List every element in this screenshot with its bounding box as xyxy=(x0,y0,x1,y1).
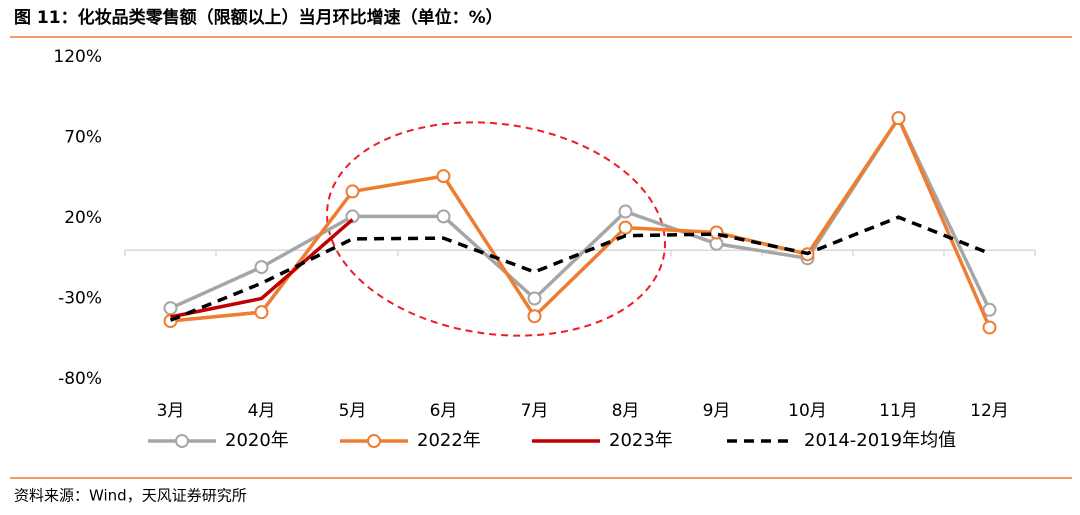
x-tick-label: 8月 xyxy=(612,401,640,421)
x-tick-label: 10月 xyxy=(788,401,827,421)
point-marker xyxy=(345,184,360,199)
x-tick-label: 5月 xyxy=(339,401,367,421)
legend-marker xyxy=(367,434,381,448)
series-line xyxy=(170,218,354,319)
legend-marker xyxy=(175,434,189,448)
highlight-ellipse xyxy=(326,121,666,337)
legend-label: 2020年 xyxy=(225,430,289,451)
point-marker xyxy=(436,169,451,184)
y-tick-label: 20% xyxy=(64,208,102,228)
point-marker xyxy=(891,111,906,126)
x-tick-label: 12月 xyxy=(970,401,1009,421)
x-tick-label: 9月 xyxy=(703,401,731,421)
legend-label: 2023年 xyxy=(609,430,673,451)
series-line xyxy=(169,215,991,322)
y-tick-label: 70% xyxy=(64,128,102,148)
legend-label: 2014-2019年均值 xyxy=(804,430,956,451)
point-marker xyxy=(527,291,542,306)
chart-title: 图 11：化妆品类零售额（限额以上）当月环比增速（单位：%） xyxy=(14,7,503,28)
y-tick-label: -80% xyxy=(58,369,102,389)
series-line xyxy=(170,114,992,329)
x-tick-label: 7月 xyxy=(521,401,549,421)
point-marker xyxy=(527,309,542,324)
point-marker xyxy=(982,320,997,335)
source: 资料来源：Wind，天风证券研究所 xyxy=(14,487,247,505)
x-tick-label: 11月 xyxy=(879,401,918,421)
point-marker xyxy=(618,204,633,219)
legend-label: 2022年 xyxy=(417,430,481,451)
point-marker xyxy=(254,260,269,275)
y-tick-label: -30% xyxy=(58,289,102,309)
x-tick-label: 4月 xyxy=(248,401,276,421)
point-marker xyxy=(345,209,360,224)
point-marker xyxy=(254,305,269,320)
y-tick-label: 120% xyxy=(53,47,102,67)
point-marker xyxy=(618,220,633,235)
point-marker xyxy=(163,301,178,316)
point-marker xyxy=(709,236,724,251)
series-line xyxy=(169,114,992,311)
x-tick-label: 6月 xyxy=(430,401,458,421)
point-marker xyxy=(436,209,451,224)
x-tick-label: 3月 xyxy=(157,401,185,421)
